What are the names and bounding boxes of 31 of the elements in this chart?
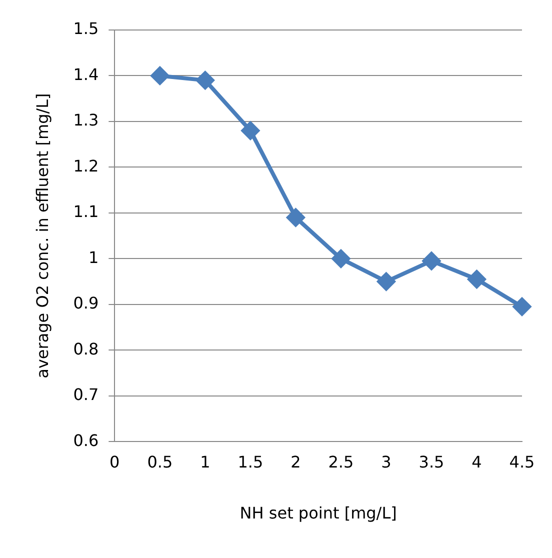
- point: [332, 250, 350, 268]
- y-tick-label: 1.4: [73, 64, 99, 84]
- point: [286, 208, 305, 227]
- point: [150, 66, 169, 85]
- point: [513, 298, 531, 316]
- point: [422, 252, 440, 270]
- y-tick-label: 1.2: [73, 156, 99, 176]
- x-tick-label: 1: [200, 452, 210, 472]
- point: [468, 270, 486, 288]
- y-tick-label: 1.3: [73, 110, 99, 130]
- point: [196, 71, 214, 90]
- x-tick-label: 2: [290, 452, 301, 472]
- x-tick-label: 3: [381, 452, 392, 472]
- point: [377, 272, 396, 291]
- point: [241, 122, 260, 140]
- y-tick-label: 0.9: [73, 294, 99, 313]
- x-tick-label: 0.5: [147, 452, 173, 472]
- x-tick-label: 1.5: [238, 452, 264, 472]
- y-tick-label: 0.6: [73, 430, 99, 450]
- y-tick-label: 1.1: [73, 202, 99, 222]
- y-axis-title: average O2 conc. in effluent [mg/L]: [32, 93, 52, 378]
- x-tick-label: 4: [472, 452, 482, 472]
- x-tick-label: 3.5: [418, 452, 444, 472]
- y-tick-label: 1: [88, 248, 99, 267]
- x-axis-title: NH set point [mg/L]: [240, 504, 397, 523]
- x-tick-label: 2.5: [328, 452, 354, 472]
- y-tick-label: 0.8: [73, 339, 99, 358]
- x-tick-label: 4.5: [509, 452, 535, 472]
- y-tick-label: 0.7: [73, 385, 99, 404]
- y-tick-label: 1.5: [73, 19, 99, 38]
- x-tick-label: 0: [110, 452, 120, 472]
